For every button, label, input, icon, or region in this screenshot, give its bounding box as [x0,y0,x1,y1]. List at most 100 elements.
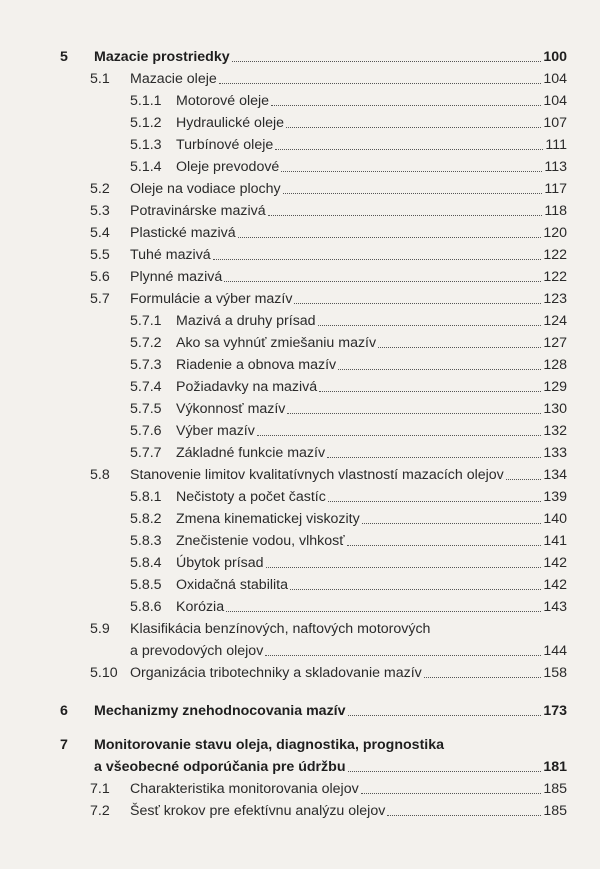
toc-entry-number: 5.8.3 [130,533,162,549]
toc-entry-title-text: Mazacie oleje [130,71,217,87]
dot-leader [361,523,542,524]
toc-entry-title: Charakteristika monitorovania olejov 185 [130,781,567,797]
toc-entry-title-text: Oleje na vodiace plochy [130,181,281,197]
toc-entry-title-line: Monitorovanie stavu oleja, diagnostika, … [94,737,445,753]
toc-entry-title: Úbytok prísad 142 [176,555,567,571]
dot-leader [212,259,542,260]
toc-entry-title: Formulácie a výber mazív 123 [130,291,567,307]
toc-entry-page: 118 [544,203,567,219]
toc-entry: 5.7 Formulácie a výber mazív 123 [0,287,600,309]
toc-entry-title-text: Organizácia tribotechniky a skladovanie … [130,665,422,681]
toc-entry-number: 5.8 [90,467,110,483]
toc-entry-page: 144 [543,643,567,659]
toc-entry: 5.2 Oleje na vodiace plochy 117 [0,177,600,199]
dot-leader [347,715,542,716]
toc-entry-number: 5.4 [90,225,110,241]
toc-entry-title: Potravinárske mazivá 118 [130,203,567,219]
toc-entry: 5.1 Mazacie oleje 104 [0,67,600,89]
toc-entry-number: 5.7.7 [130,445,162,461]
toc-entry-page: 139 [543,489,567,505]
dot-leader [231,61,542,62]
toc-entry-title: Motorové oleje 104 [176,93,567,109]
toc-entry-title-text: Úbytok prísad [176,555,264,571]
toc-entry: 5.7.6 Výber mazív 132 [0,419,600,441]
dot-leader [265,567,542,568]
toc-entry-title-text: Oxidačná stabilita [176,577,288,593]
toc-entry: 5.3 Potravinárske mazivá 118 [0,199,600,221]
toc-entry-page: 111 [545,137,567,153]
toc-entry-title-text: Potravinárske mazivá [130,203,266,219]
dot-leader [282,193,543,194]
dot-leader [505,479,542,480]
toc-entry-continuation: a prevodových olejov 144 [0,639,600,661]
section-gap [0,683,600,699]
toc-entry-title-text: Ako sa vyhnúť zmiešaniu mazív [176,335,377,351]
toc-entry: 5.10 Organizácia tribotechniky a skladova… [0,661,600,683]
toc-entry-title-text: Mazivá a druhy prísad [176,313,316,329]
toc-entry: 5.7.2 Ako sa vyhnúť zmiešaniu mazív 127 [0,331,600,353]
toc-entry-title: Výber mazív 132 [176,423,567,439]
toc-entry-page: 142 [543,577,567,593]
dot-leader [275,149,544,150]
toc-entry-number: 5.8.6 [130,599,162,615]
toc-entry-number: 7.2 [90,803,110,819]
toc-entry-title: Mechanizmy znehodnocovania mazív 173 [94,703,567,719]
toc-entry-title: Korózia 143 [176,599,567,615]
toc-entry: 5.5 Tuhé mazivá 122 [0,243,600,265]
dot-leader [338,369,542,370]
toc-entry-page: 104 [543,71,567,87]
toc-entry-number: 5.1.4 [130,159,162,175]
toc-entry: 5.1.4 Oleje prevodové 113 [0,155,600,177]
toc-entry-page: 143 [543,599,567,615]
dot-leader [289,589,542,590]
toc-entry-page: 120 [543,225,567,241]
toc-entry-title: Zmena kinematickej viskozity 140 [176,511,567,527]
toc-entry-page: 142 [543,555,567,571]
toc-entry: 5.1.1 Motorové oleje 104 [0,89,600,111]
toc-entry: 5.1.3 Turbínové oleje 111 [0,133,600,155]
toc-entry-title-text: Šesť krokov pre efektívnu analýzu olejov [130,803,386,819]
dot-leader [267,215,543,216]
toc-entry-page: 141 [543,533,567,549]
toc-entry-title: Plynné mazivá 122 [130,269,567,285]
toc-entry-title-text: Charakteristika monitorovania olejov [130,781,359,797]
toc-entry-title-text: Nečistoty a počet častíc [176,489,326,505]
dot-leader [378,347,542,348]
toc-entry: 5.9 Klasifikácia benzínových, naftových m… [0,617,600,639]
toc-entry-page: 117 [544,181,567,197]
dot-leader [423,677,542,678]
toc-entry: 5.7.1 Mazivá a druhy prísad 124 [0,309,600,331]
toc-entry-title: Výkonnosť mazív 130 [176,401,567,417]
toc-entry: 6 Mechanizmy znehodnocovania mazív 173 [0,699,600,721]
toc-entry-title-text: Formulácie a výber mazív [130,291,293,307]
toc-entry-title-text: Motorové oleje [176,93,270,109]
toc-entry-number: 5.7.2 [130,335,162,351]
toc-entry-title: Nečistoty a počet častíc 139 [176,489,567,505]
section-gap [0,721,600,733]
toc-entry: 5.8 Stanovenie limitov kvalitatívnych vla… [0,463,600,485]
toc-entry-title-line: a všeobecné odporúčania pre údržbu [94,759,346,775]
dot-leader [286,127,542,128]
dot-leader [224,281,542,282]
toc-entry-title: Ako sa vyhnúť zmiešaniu mazív 127 [176,335,567,351]
toc-entry-title-text: Mazacie prostriedky [94,49,230,65]
toc-entry-title: Znečistenie vodou, vlhkosť 141 [176,533,567,549]
toc-entry: 5.8.1 Nečistoty a počet častíc 139 [0,485,600,507]
toc-entry-title-text: Výkonnosť mazív [176,401,286,417]
toc-entry-number: 5.10 [90,665,118,681]
dot-leader [271,105,542,106]
toc-entry-number: 5.1.3 [130,137,162,153]
toc-entry-number: 5.3 [90,203,110,219]
toc-entry-title-line: a prevodových olejov [130,643,264,659]
toc-entry-page: 127 [543,335,567,351]
toc-entry-title-text: Zmena kinematickej viskozity [176,511,360,527]
dot-leader [226,611,542,612]
toc-entry: 5.4 Plastické mazivá 120 [0,221,600,243]
toc-entry-number: 5.8.4 [130,555,162,571]
toc-entry-title-text: Hydraulické oleje [176,115,285,131]
toc-entry-title: Organizácia tribotechniky a skladovanie … [130,665,567,681]
toc-entry-title-text: Tuhé mazivá [130,247,211,263]
toc-entry-number: 5.7.1 [130,313,162,329]
toc-entry: 7.1 Charakteristika monitorovania olejov 1… [0,777,600,799]
toc-entry-title-text: Oleje prevodové [176,159,280,175]
